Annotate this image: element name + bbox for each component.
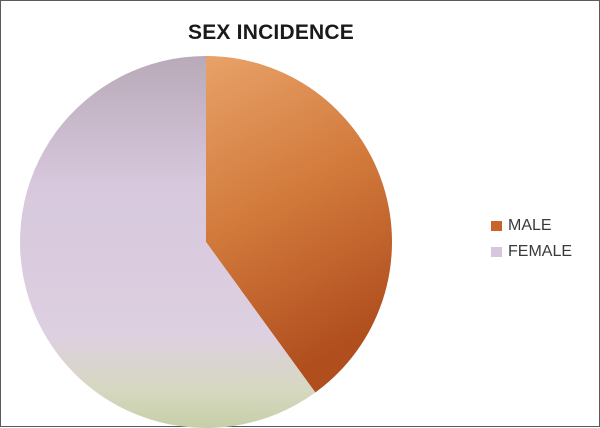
pie-slice-female xyxy=(20,56,316,428)
legend-swatch-male xyxy=(491,221,502,231)
chart-title: SEX INCIDENCE xyxy=(188,21,354,44)
legend-item-female: FEMALE xyxy=(491,239,572,265)
legend-swatch-female xyxy=(491,247,502,257)
legend-label-female: FEMALE xyxy=(508,243,573,260)
pie-slice-male xyxy=(206,56,393,393)
legend: MALE FEMALE xyxy=(491,213,572,265)
legend-item-male: MALE xyxy=(491,213,572,239)
legend-label-male: MALE xyxy=(508,217,552,234)
